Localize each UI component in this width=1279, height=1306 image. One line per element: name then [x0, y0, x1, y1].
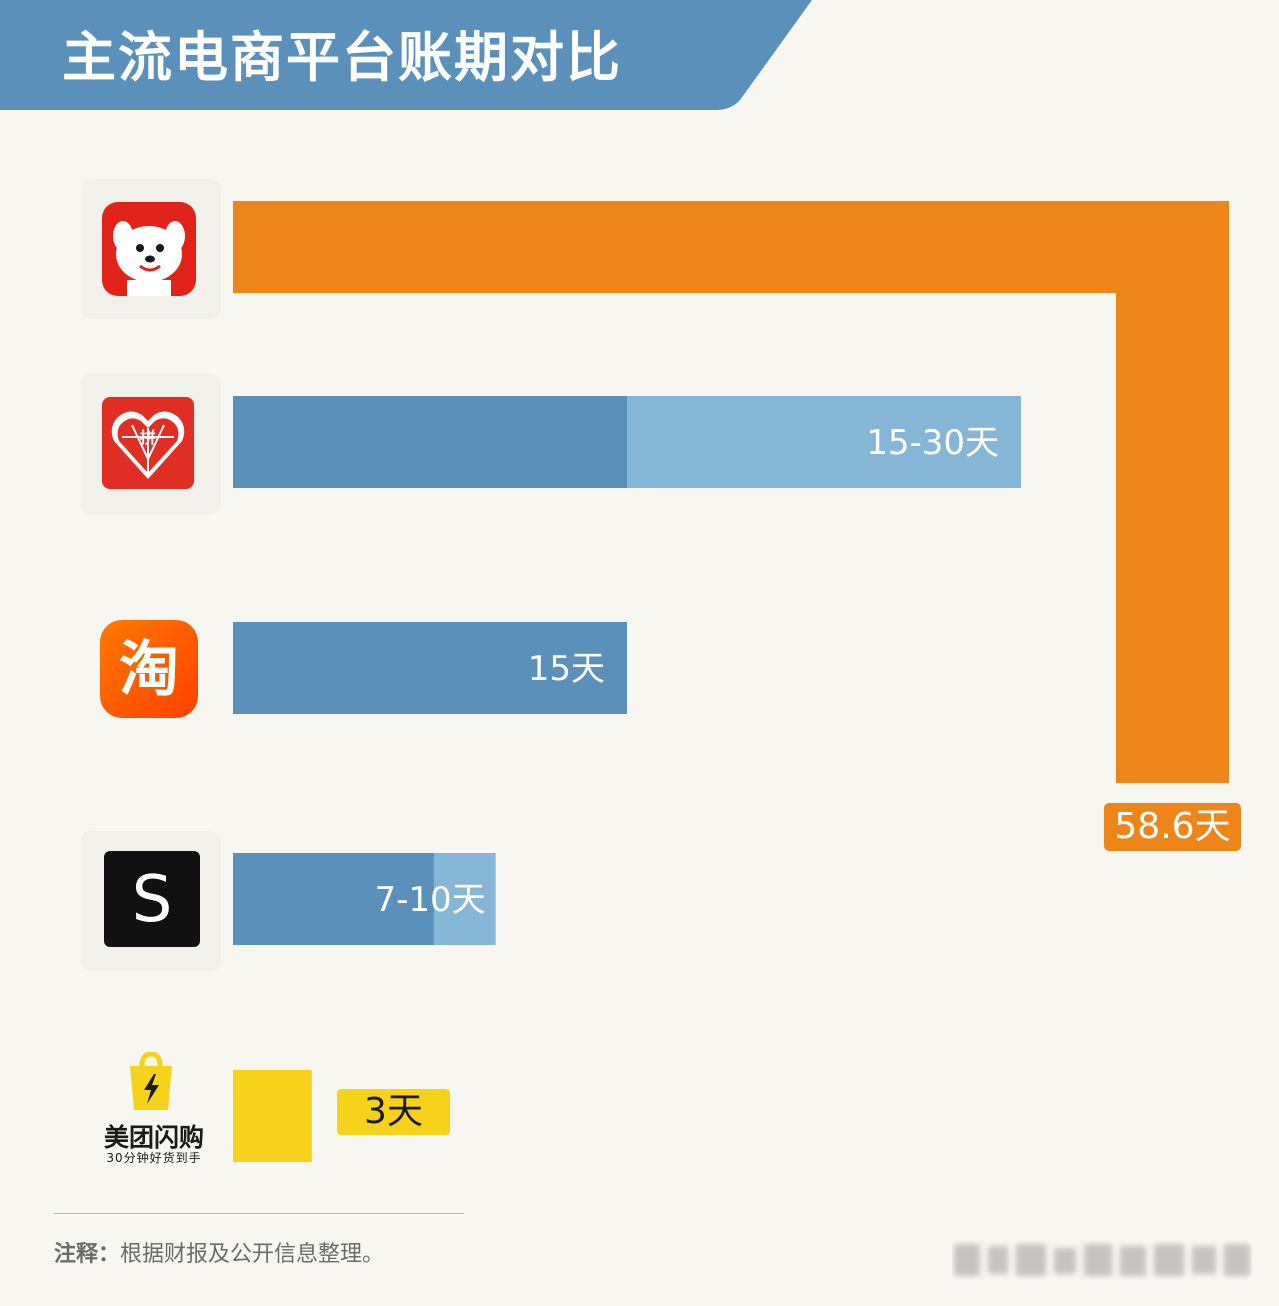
bar-meituan [233, 1070, 312, 1162]
blurred-watermark [954, 1244, 1250, 1276]
pinduoduo-logo-tile: 拼 [81, 374, 221, 514]
meituan-brand-text: 美团闪购 [103, 1123, 204, 1152]
shein-icon: S [104, 851, 200, 947]
pinduoduo-heart-icon: 拼 [102, 397, 194, 489]
shein-logo-text: S [132, 863, 173, 937]
bar-taobao [233, 622, 627, 714]
bar-pinduoduo [233, 396, 627, 488]
jd-logo-tile [81, 179, 221, 319]
header-banner-shape [0, 0, 812, 110]
taobao-logo-tile: 淘 [81, 600, 221, 740]
bar-label-pinduoduo: 15-30天 [866, 423, 999, 463]
taobao-logo-text: 淘 [119, 635, 179, 705]
footnote-text: 根据财报及公开信息整理。 [120, 1242, 385, 1267]
meituan-bag-icon [130, 1052, 172, 1110]
shein-logo-tile: S [81, 831, 221, 971]
footnote-divider [54, 1213, 464, 1214]
meituan-slogan-text: 30分钟好货到手 [106, 1151, 202, 1165]
bar-shein [233, 853, 434, 945]
bar-group [233, 201, 1229, 1162]
bar-jd [233, 201, 1229, 293]
bar-label-shein: 7-10天 [374, 880, 485, 920]
header-banner [0, 0, 812, 110]
bar-jd-vertical [1116, 201, 1229, 783]
taobao-icon: 淘 [100, 620, 198, 718]
footnote-prefix: 注释： [54, 1242, 121, 1267]
pinduoduo-logo-text: 拼 [140, 428, 156, 447]
footnote: 注释：根据财报及公开信息整理。 [54, 1236, 384, 1268]
bar-label-meituan: 3天 [337, 1089, 450, 1135]
bar-label-taobao: 15天 [528, 649, 605, 689]
bar-label-group: 15-30天 15天 7-10天 [374, 423, 999, 920]
page-title: 主流电商平台账期对比 [62, 26, 622, 89]
bar-label-jd: 58.6天 [1104, 803, 1241, 851]
jd-dog-icon [102, 202, 196, 296]
